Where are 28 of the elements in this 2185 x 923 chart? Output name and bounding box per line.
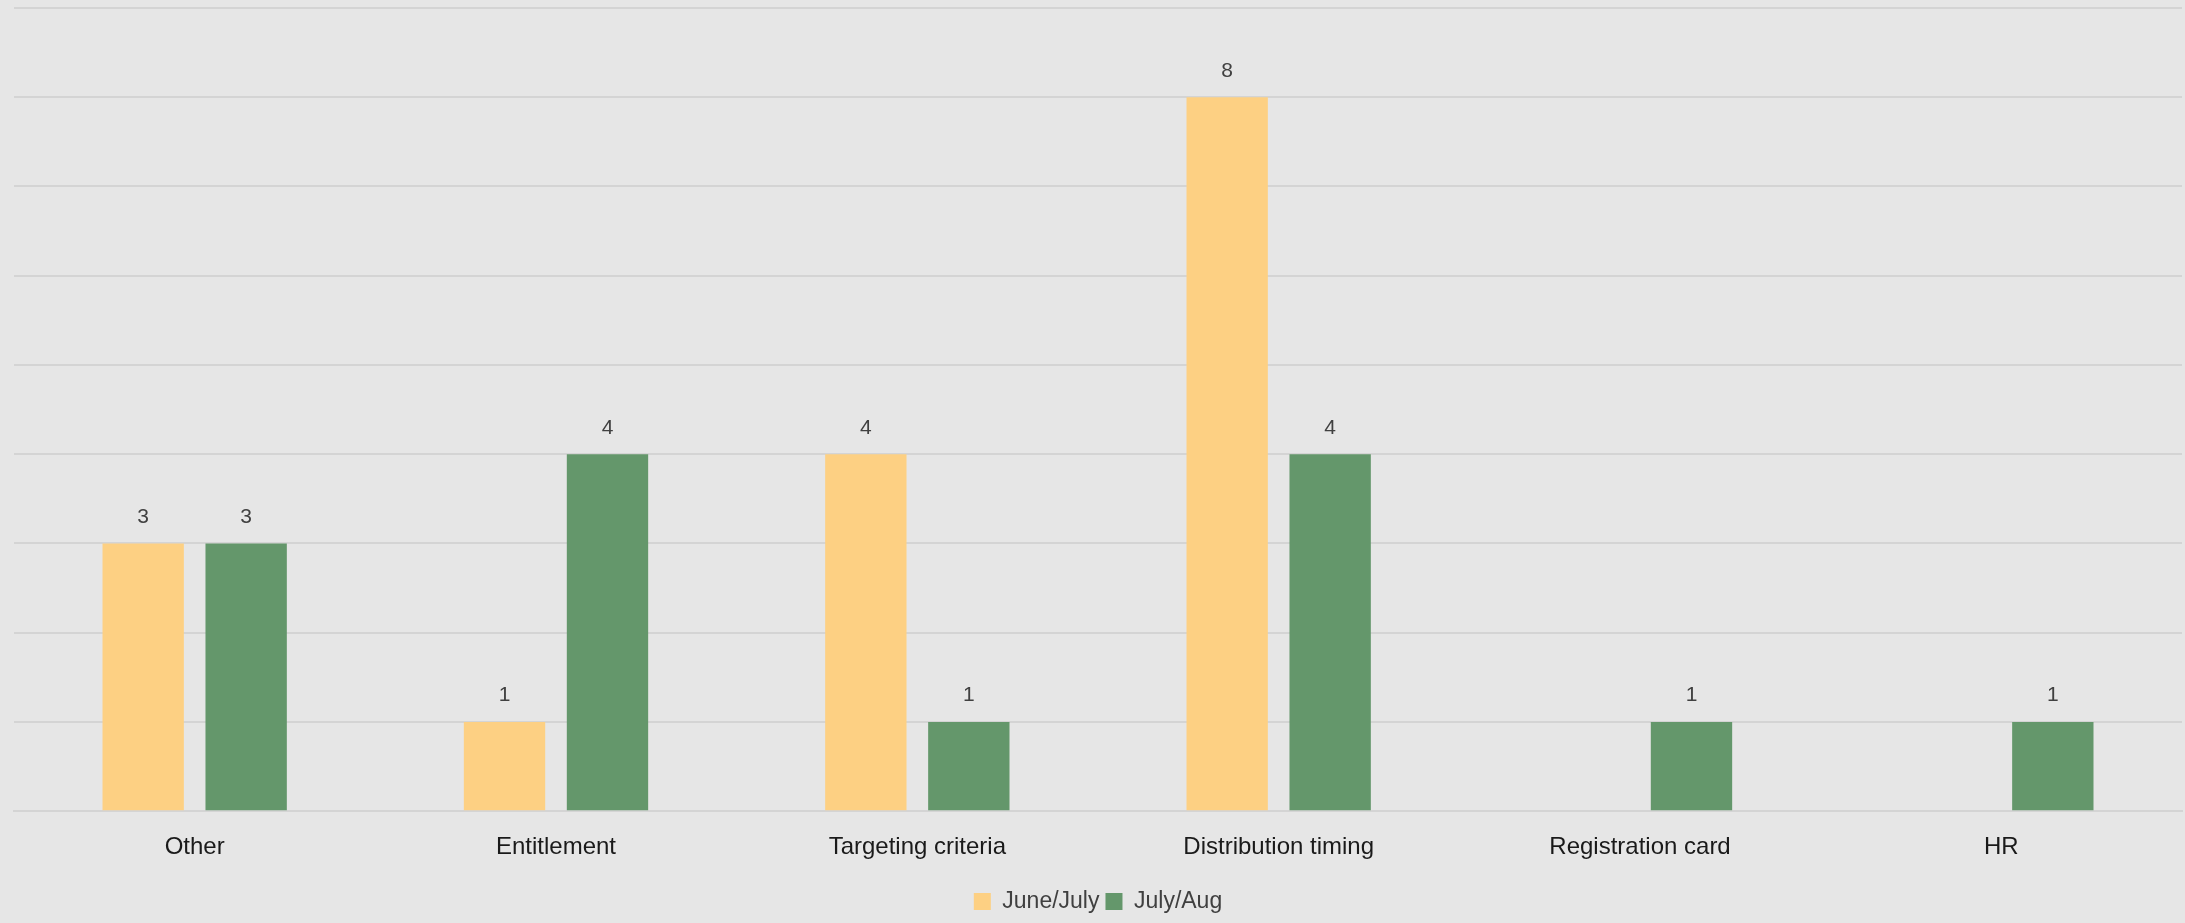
data-label: 4 [860, 414, 872, 438]
data-label: 3 [240, 503, 252, 527]
bar [825, 454, 907, 811]
bar [102, 543, 184, 811]
legend-label: July/Aug [1133, 886, 1223, 913]
bar [463, 721, 546, 811]
bar [2012, 721, 2094, 811]
data-label: 4 [1324, 414, 1337, 438]
x-tick-label: Entitlement [495, 832, 617, 860]
data-label: 8 [1221, 57, 1234, 81]
data-label: 1 [962, 682, 975, 706]
data-label: 4 [601, 414, 614, 438]
bar [1186, 97, 1268, 811]
x-tick-label: HR [1984, 832, 2019, 860]
bar [1289, 454, 1371, 811]
x-tick-label: Distribution timing [1183, 832, 1375, 860]
bar [928, 721, 1010, 811]
legend-label: June/July [1002, 886, 1100, 913]
data-label: 1 [2046, 682, 2059, 706]
data-label: 1 [1685, 682, 1698, 706]
bar [1650, 721, 1733, 811]
x-tick-label: Registration card [1549, 832, 1731, 860]
x-tick-label: Targeting criteria [828, 832, 1007, 860]
data-label: 1 [498, 682, 511, 706]
bar [205, 543, 287, 811]
data-label: 3 [137, 503, 150, 527]
bar [566, 454, 649, 811]
x-tick-label: Other [164, 832, 225, 860]
